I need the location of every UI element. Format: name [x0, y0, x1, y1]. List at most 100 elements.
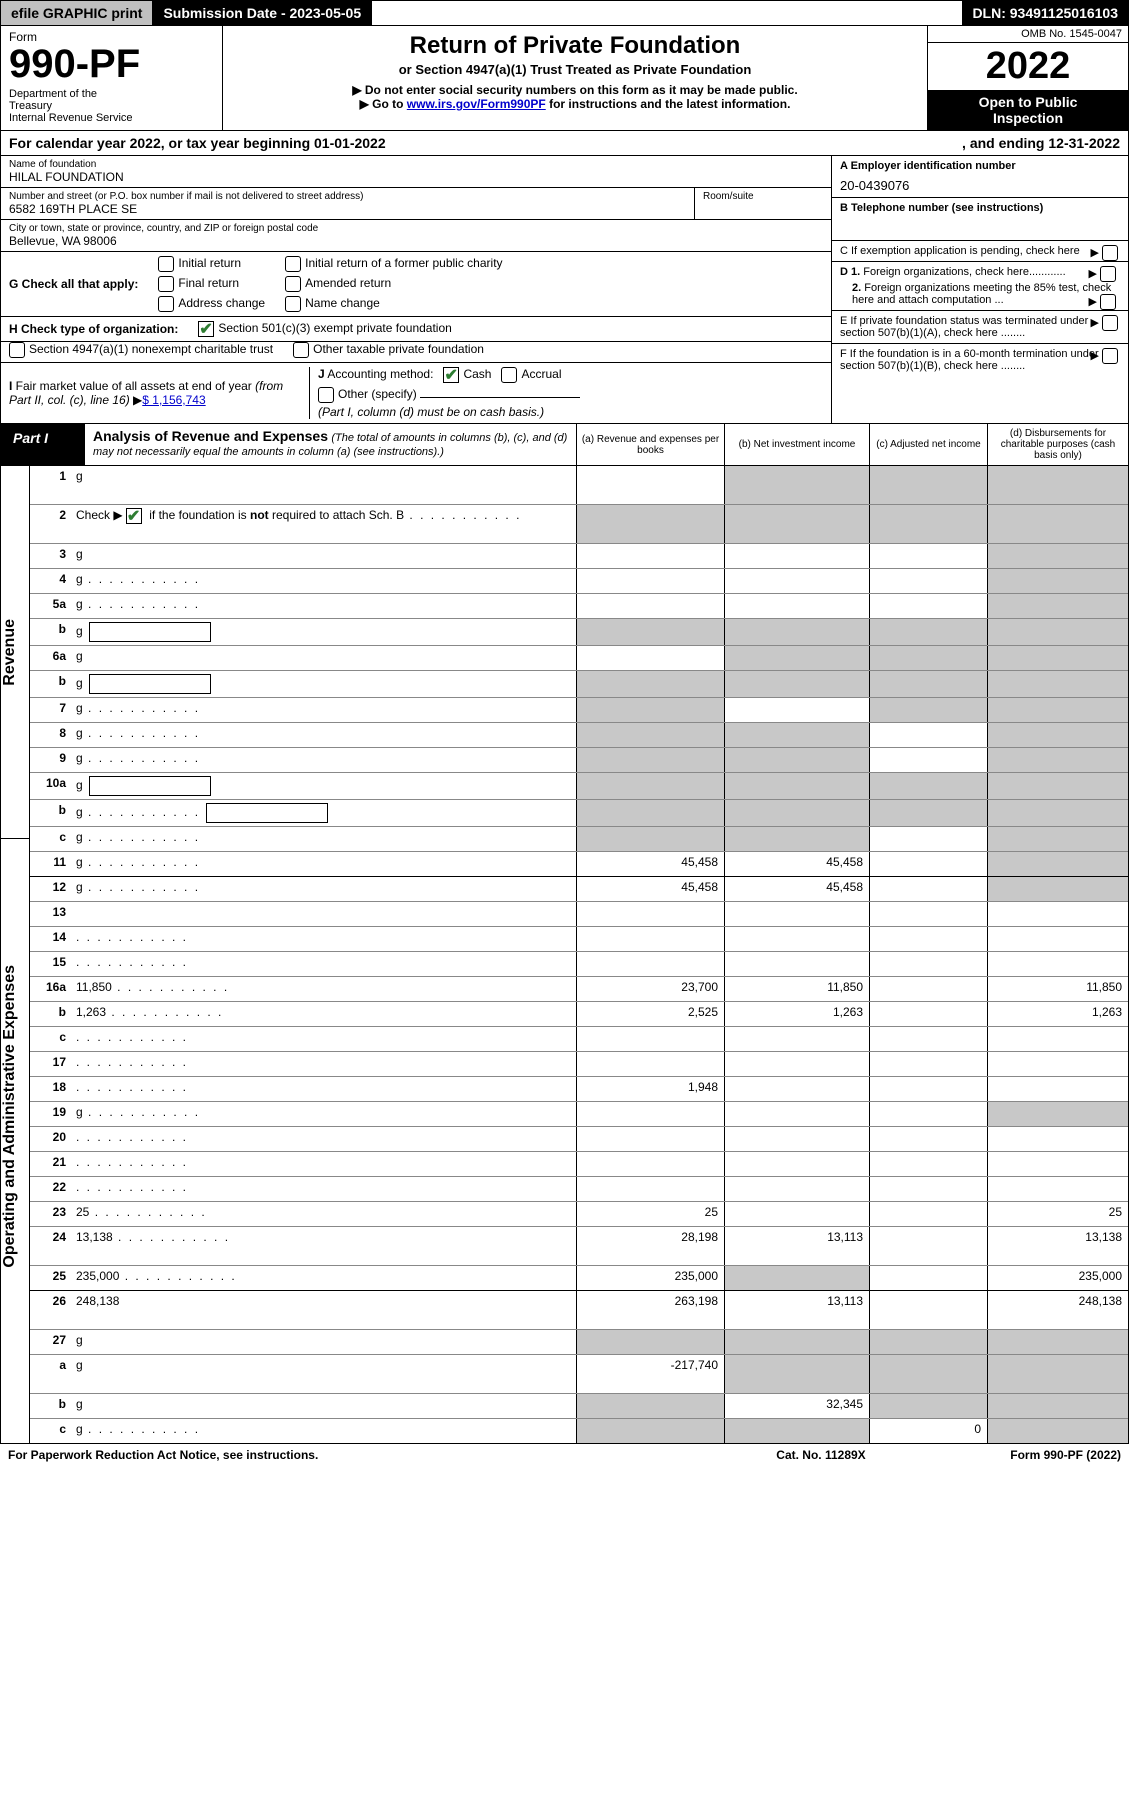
irs-link[interactable]: www.irs.gov/Form990PF — [407, 97, 546, 111]
cell-b — [724, 1027, 869, 1051]
cell-c — [869, 723, 987, 747]
row-number: 17 — [30, 1052, 72, 1076]
d-block: D 1. Foreign organizations, check here..… — [832, 262, 1128, 311]
cell-b — [724, 1052, 869, 1076]
cell-c — [869, 1077, 987, 1101]
cell-c — [869, 1394, 987, 1418]
form-title: Return of Private Foundation — [231, 32, 919, 60]
header-left: Form 990-PF Department of theTreasuryInt… — [1, 26, 223, 130]
g-label: G Check all that apply: — [9, 277, 138, 291]
cb-60month[interactable] — [1102, 348, 1118, 364]
cb-address-change[interactable] — [158, 296, 174, 312]
cell-c — [869, 927, 987, 951]
cell-b — [724, 723, 869, 747]
row-number: 3 — [30, 544, 72, 568]
open-inspection: Open to PublicInspection — [928, 90, 1128, 130]
cell-d: 248,138 — [987, 1291, 1128, 1329]
cb-foreign-org[interactable] — [1100, 266, 1116, 282]
dept-treasury: Department of theTreasuryInternal Revenu… — [9, 88, 214, 124]
table-row: c — [30, 1026, 1128, 1051]
section-j: J Accounting method: Cash Accrual Other … — [309, 367, 823, 419]
opt-initial-return: Initial return — [178, 256, 241, 270]
e-text: E If private foundation status was termi… — [840, 315, 1088, 339]
row-desc: 11,850 — [72, 977, 576, 1001]
street-label: Number and street (or P.O. box number if… — [9, 191, 686, 202]
cell-b — [724, 827, 869, 851]
cell-d — [987, 1102, 1128, 1126]
row-number: 2 — [30, 505, 72, 543]
cell-b — [724, 569, 869, 593]
part1-tag: Part I — [1, 424, 85, 465]
cb-amended[interactable] — [285, 276, 301, 292]
top-bar: efile GRAPHIC print Submission Date - 20… — [0, 0, 1129, 26]
ein-label: A Employer identification number — [840, 160, 1016, 172]
cell-c — [869, 1227, 987, 1265]
cell-d — [987, 544, 1128, 568]
section-h: H Check type of organization: Section 50… — [1, 317, 831, 342]
cell-d — [987, 466, 1128, 504]
row-desc: g — [72, 773, 576, 799]
cell-b: 13,113 — [724, 1227, 869, 1265]
cb-name-change[interactable] — [285, 296, 301, 312]
cb-exemption-pending[interactable] — [1102, 245, 1118, 261]
table-row: 13 — [30, 901, 1128, 926]
row-desc: g — [72, 1330, 576, 1354]
foundation-name-block: Name of foundation HILAL FOUNDATION — [1, 156, 831, 188]
omb-number: OMB No. 1545-0047 — [928, 26, 1128, 43]
table-row: 21 — [30, 1151, 1128, 1176]
ein-value: 20-0439076 — [840, 178, 1120, 193]
table-row: 16a11,85023,70011,85011,850 — [30, 976, 1128, 1001]
cell-d — [987, 1127, 1128, 1151]
cell-b — [724, 1355, 869, 1393]
row-number: b — [30, 671, 72, 697]
h-label: H Check type of organization: — [9, 322, 178, 336]
submission-date: Submission Date - 2023-05-05 — [153, 1, 372, 25]
cell-d — [987, 1052, 1128, 1076]
cell-a: 28,198 — [576, 1227, 724, 1265]
row-number: 14 — [30, 927, 72, 951]
efile-print-button[interactable]: efile GRAPHIC print — [1, 1, 153, 25]
cb-4947a1[interactable] — [9, 342, 25, 358]
city-value: Bellevue, WA 98006 — [9, 234, 823, 248]
cb-final-return[interactable] — [158, 276, 174, 292]
cb-status-terminated[interactable] — [1102, 315, 1118, 331]
cb-initial-former[interactable] — [285, 256, 301, 272]
section-g: G Check all that apply: Initial return F… — [1, 252, 831, 317]
cell-c — [869, 852, 987, 876]
cell-b — [724, 698, 869, 722]
cell-c — [869, 619, 987, 645]
row-desc: g — [72, 646, 576, 670]
calendar-year-row: For calendar year 2022, or tax year begi… — [0, 131, 1129, 156]
cell-b — [724, 505, 869, 543]
row-desc: 248,138 — [72, 1291, 576, 1329]
cb-accrual[interactable] — [501, 367, 517, 383]
fmv-value: $ 1,156,743 — [142, 393, 205, 407]
row-desc — [72, 1027, 576, 1051]
f-text: F If the foundation is in a 60-month ter… — [840, 348, 1099, 372]
opt-amended: Amended return — [305, 276, 391, 290]
row-number: 24 — [30, 1227, 72, 1265]
row-desc: g — [72, 619, 576, 645]
cell-b — [724, 1077, 869, 1101]
row-number: 23 — [30, 1202, 72, 1226]
cell-b — [724, 671, 869, 697]
cb-other-method[interactable] — [318, 387, 334, 403]
row-desc — [72, 1077, 576, 1101]
part1-table: Revenue Operating and Administrative Exp… — [0, 466, 1129, 1444]
opt-4947a1: Section 4947(a)(1) nonexempt charitable … — [29, 342, 273, 356]
cb-sch-b[interactable] — [126, 508, 142, 524]
cb-other-taxable[interactable] — [293, 342, 309, 358]
table-row: ag-217,740 — [30, 1354, 1128, 1393]
row-desc — [72, 952, 576, 976]
address-row: Number and street (or P.O. box number if… — [1, 188, 831, 220]
cb-cash[interactable] — [443, 367, 459, 383]
row-desc: g — [72, 852, 576, 876]
cb-initial-return[interactable] — [158, 256, 174, 272]
cell-d — [987, 773, 1128, 799]
cb-501c3[interactable] — [198, 321, 214, 337]
cell-c — [869, 902, 987, 926]
cb-85pct[interactable] — [1100, 294, 1116, 310]
cell-d: 235,000 — [987, 1266, 1128, 1290]
row-number: 25 — [30, 1266, 72, 1290]
cell-d — [987, 619, 1128, 645]
